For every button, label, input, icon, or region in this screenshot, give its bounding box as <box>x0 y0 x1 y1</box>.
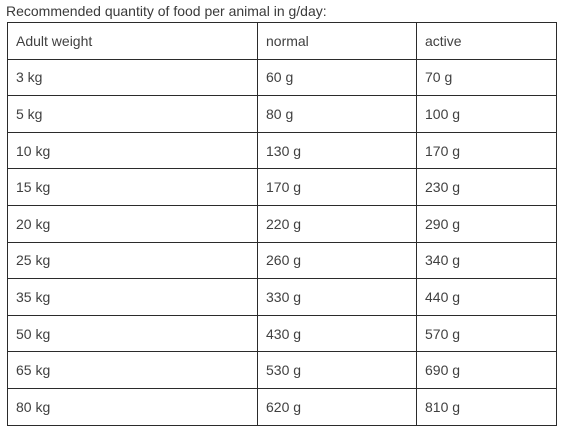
table-row: 80 kg 620 g 810 g <box>7 387 557 426</box>
active-cell: 810 g <box>416 387 557 426</box>
table-row: 35 kg 330 g 440 g <box>7 278 557 316</box>
table-row: 25 kg 260 g 340 g <box>7 241 557 280</box>
weight-cell: 10 kg <box>7 131 258 170</box>
active-cell: 100 g <box>416 95 557 133</box>
active-cell: 690 g <box>416 351 557 389</box>
weight-cell: 25 kg <box>7 241 258 280</box>
weight-cell: 20 kg <box>7 204 258 243</box>
table-row: 65 kg 530 g 690 g <box>7 351 557 389</box>
table-caption: Recommended quantity of food per animal … <box>6 3 327 19</box>
header-adult-weight: Adult weight <box>7 22 258 60</box>
weight-cell: 65 kg <box>7 351 258 389</box>
active-cell: 290 g <box>416 204 557 243</box>
normal-cell: 260 g <box>257 241 417 280</box>
active-cell: 70 g <box>416 58 557 97</box>
weight-cell: 50 kg <box>7 314 258 353</box>
active-cell: 570 g <box>416 314 557 353</box>
normal-cell: 530 g <box>257 351 417 389</box>
active-cell: 230 g <box>416 168 557 206</box>
normal-cell: 330 g <box>257 278 417 316</box>
table-row: 5 kg 80 g 100 g <box>7 95 557 133</box>
table-row: 3 kg 60 g 70 g <box>7 58 557 97</box>
active-cell: 440 g <box>416 278 557 316</box>
table-row: 15 kg 170 g 230 g <box>7 168 557 206</box>
weight-cell: 5 kg <box>7 95 258 133</box>
header-normal: normal <box>257 22 417 60</box>
normal-cell: 80 g <box>257 95 417 133</box>
weight-cell: 80 kg <box>7 387 258 426</box>
table-header-row: Adult weight normal active <box>7 22 557 60</box>
weight-cell: 35 kg <box>7 278 258 316</box>
active-cell: 170 g <box>416 131 557 170</box>
weight-cell: 15 kg <box>7 168 258 206</box>
table-row: 10 kg 130 g 170 g <box>7 131 557 170</box>
feeding-table: Adult weight normal active 3 kg 60 g 70 … <box>7 22 557 426</box>
normal-cell: 130 g <box>257 131 417 170</box>
normal-cell: 430 g <box>257 314 417 353</box>
normal-cell: 170 g <box>257 168 417 206</box>
header-active: active <box>416 22 557 60</box>
active-cell: 340 g <box>416 241 557 280</box>
table-row: 20 kg 220 g 290 g <box>7 204 557 243</box>
normal-cell: 220 g <box>257 204 417 243</box>
table-row: 50 kg 430 g 570 g <box>7 314 557 353</box>
weight-cell: 3 kg <box>7 58 258 97</box>
normal-cell: 60 g <box>257 58 417 97</box>
normal-cell: 620 g <box>257 387 417 426</box>
